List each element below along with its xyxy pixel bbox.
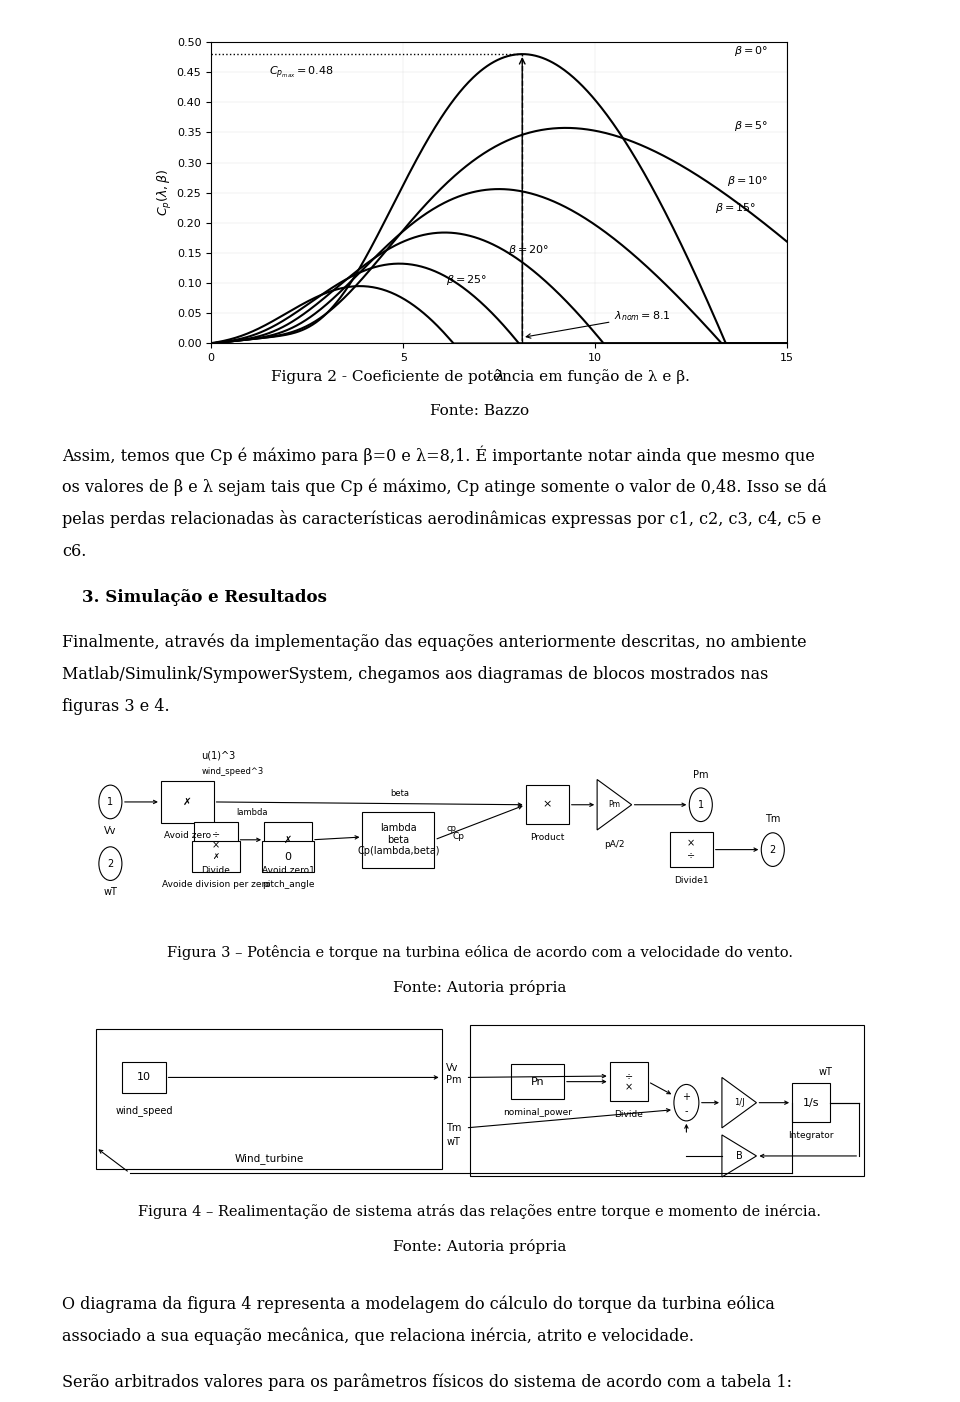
Text: beta: beta [391, 789, 410, 798]
Text: pelas perdas relacionadas às características aerodinâmicas expressas por c1, c2,: pelas perdas relacionadas às característ… [62, 510, 822, 529]
Text: Tm: Tm [765, 815, 780, 824]
X-axis label: $\lambda$: $\lambda$ [494, 369, 504, 384]
Text: Pm: Pm [609, 801, 620, 809]
Text: Avoid zero1: Avoid zero1 [261, 866, 315, 875]
Text: ÷
×: ÷ × [625, 1071, 633, 1092]
Text: ×: × [542, 799, 552, 810]
FancyBboxPatch shape [194, 823, 238, 858]
FancyBboxPatch shape [161, 781, 213, 823]
Text: $\beta = 20°$: $\beta = 20°$ [508, 243, 549, 257]
Text: Cp: Cp [452, 833, 465, 841]
Text: 1: 1 [108, 796, 113, 808]
Text: Vv: Vv [105, 826, 116, 836]
Text: $\beta = 25°$: $\beta = 25°$ [446, 273, 488, 287]
Polygon shape [722, 1136, 756, 1178]
Text: Avoid zero: Avoid zero [163, 831, 211, 840]
Text: 1/J: 1/J [733, 1098, 745, 1108]
Text: 1/s: 1/s [803, 1098, 820, 1108]
Text: ✗: ✗ [182, 796, 192, 808]
Y-axis label: $C_p(\lambda,\beta)$: $C_p(\lambda,\beta)$ [156, 170, 174, 216]
Text: $\beta = 15°$: $\beta = 15°$ [715, 200, 756, 215]
Text: 3. Simulação e Resultados: 3. Simulação e Resultados [82, 589, 326, 606]
FancyBboxPatch shape [670, 833, 712, 868]
Text: wT: wT [819, 1067, 832, 1077]
Text: pitch_angle: pitch_angle [262, 880, 314, 889]
Text: figuras 3 e 4.: figuras 3 e 4. [62, 698, 170, 715]
Text: $\lambda_{nom} = 8.1$: $\lambda_{nom} = 8.1$ [526, 310, 671, 338]
Text: $C_{p_{max}} = 0.48$: $C_{p_{max}} = 0.48$ [269, 64, 333, 81]
Text: ✗: ✗ [284, 834, 292, 845]
FancyBboxPatch shape [261, 841, 314, 872]
Text: Integrator: Integrator [788, 1131, 834, 1140]
Circle shape [99, 847, 122, 880]
FancyBboxPatch shape [264, 823, 312, 858]
Text: os valores de β e λ sejam tais que Cp é máximo, Cp atinge somente o valor de 0,4: os valores de β e λ sejam tais que Cp é … [62, 478, 828, 495]
Text: B: B [735, 1151, 743, 1161]
Circle shape [99, 785, 122, 819]
FancyBboxPatch shape [792, 1084, 830, 1123]
Text: 10: 10 [137, 1073, 151, 1082]
Text: 0: 0 [284, 851, 292, 862]
Text: Assim, temos que Cp é máximo para β=0 e λ=8,1. É importante notar ainda que mesm: Assim, temos que Cp é máximo para β=0 e … [62, 446, 815, 465]
Text: Figura 4 – Realimentação de sistema atrás das relações entre torque e momento de: Figura 4 – Realimentação de sistema atrá… [138, 1204, 822, 1220]
FancyBboxPatch shape [610, 1063, 648, 1102]
Text: ÷
×: ÷ × [212, 829, 220, 851]
Text: ×
÷: × ÷ [687, 838, 695, 861]
Text: Fonte: Bazzo: Fonte: Bazzo [430, 404, 530, 418]
Text: Tm: Tm [446, 1123, 462, 1133]
Text: Divide: Divide [202, 866, 230, 875]
Text: wind_speed^3: wind_speed^3 [202, 767, 264, 775]
Circle shape [761, 833, 784, 866]
Text: associado a sua equação mecânica, que relaciona inércia, atrito e velocidade.: associado a sua equação mecânica, que re… [62, 1328, 694, 1345]
Text: cp: cp [446, 824, 456, 833]
Text: Figura 2 - Coeficiente de potência em função de λ e β.: Figura 2 - Coeficiente de potência em fu… [271, 369, 689, 384]
Polygon shape [597, 780, 632, 830]
FancyBboxPatch shape [526, 785, 568, 824]
FancyBboxPatch shape [192, 841, 240, 872]
Text: pA/2: pA/2 [604, 840, 625, 848]
Text: c6.: c6. [62, 543, 86, 559]
Text: $\beta = 10°$: $\beta = 10°$ [727, 174, 768, 188]
Circle shape [674, 1085, 699, 1122]
Polygon shape [722, 1078, 756, 1129]
Text: O diagrama da figura 4 representa a modelagem do cálculo do torque da turbina eó: O diagrama da figura 4 representa a mode… [62, 1295, 776, 1312]
Text: u(1)^3: u(1)^3 [202, 750, 236, 761]
Text: Pm: Pm [446, 1075, 462, 1085]
Text: Product: Product [530, 833, 564, 841]
Text: Figura 3 – Potência e torque na turbina eólica de acordo com a velocidade do ven: Figura 3 – Potência e torque na turbina … [167, 945, 793, 960]
Text: 2: 2 [770, 844, 776, 855]
Text: wind_speed: wind_speed [115, 1106, 173, 1116]
Text: Wind_turbine: Wind_turbine [234, 1152, 303, 1164]
Text: wT: wT [446, 1137, 460, 1147]
Text: Matlab/Simulink/SympowerSystem, chegamos aos diagramas de blocos mostrados nas: Matlab/Simulink/SympowerSystem, chegamos… [62, 666, 769, 683]
Text: ✗: ✗ [212, 852, 220, 861]
Text: 2: 2 [108, 858, 113, 869]
Text: lambda
beta
Cp(lambda,beta): lambda beta Cp(lambda,beta) [357, 823, 440, 857]
Text: Fonte: Autoria própria: Fonte: Autoria própria [394, 980, 566, 995]
FancyBboxPatch shape [96, 1029, 442, 1169]
Text: Fonte: Autoria própria: Fonte: Autoria própria [394, 1239, 566, 1255]
Text: +: + [683, 1092, 690, 1102]
Text: Pm: Pm [693, 770, 708, 780]
Text: $\beta = 5°$: $\beta = 5°$ [733, 119, 768, 133]
Text: $\beta = 0°$: $\beta = 0°$ [733, 43, 768, 57]
Text: Finalmente, através da implementação das equações anteriormente descritas, no am: Finalmente, através da implementação das… [62, 634, 807, 651]
Text: Divide1: Divide1 [674, 876, 708, 885]
Text: wT: wT [104, 887, 117, 897]
Text: Avoide division per zero: Avoide division per zero [161, 880, 271, 889]
Text: Vv: Vv [446, 1063, 459, 1073]
Text: nominal_power: nominal_power [503, 1108, 572, 1116]
Text: -: - [684, 1106, 688, 1116]
FancyBboxPatch shape [123, 1063, 165, 1094]
Text: 1: 1 [698, 799, 704, 810]
Text: Pn: Pn [531, 1077, 544, 1087]
FancyBboxPatch shape [362, 812, 434, 868]
Text: Serão arbitrados valores para os parâmetros físicos do sistema de acordo com a t: Serão arbitrados valores para os parâmet… [62, 1374, 792, 1391]
Circle shape [689, 788, 712, 822]
FancyBboxPatch shape [512, 1064, 564, 1099]
Text: Divide: Divide [614, 1110, 643, 1119]
Text: lambda: lambda [236, 809, 268, 817]
